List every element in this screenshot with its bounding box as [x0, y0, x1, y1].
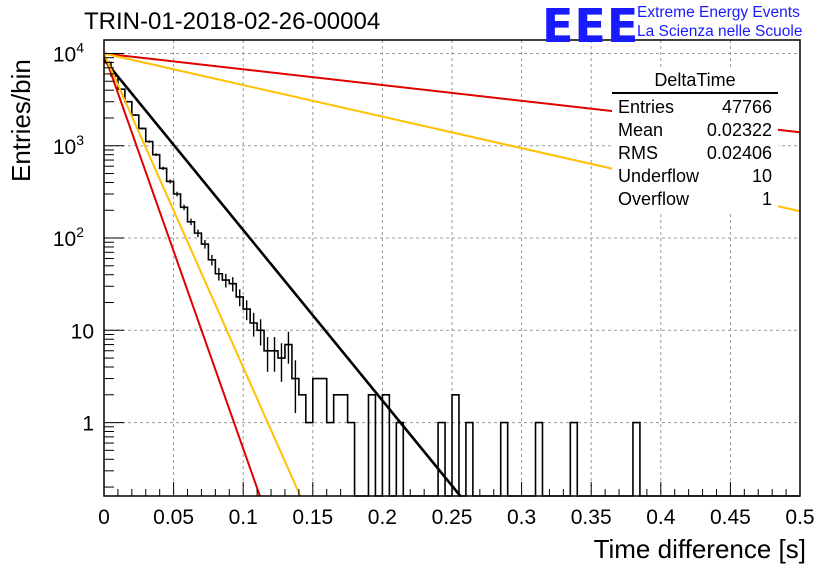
stats-value: 47766	[721, 97, 772, 117]
stats-value: 10	[751, 166, 772, 186]
stats-row: RMS 0.02406	[612, 142, 778, 165]
logo-line-1: Extreme Energy Events	[637, 4, 800, 21]
stats-label: RMS	[618, 143, 658, 163]
stats-row: Mean 0.02322	[612, 119, 778, 142]
chart-title: TRIN-01-2018-02-26-00004	[84, 8, 381, 35]
x-axis-label: Time difference [s]	[593, 534, 806, 564]
stats-box: DeltaTime Entries 47766 Mean 0.02322 RMS 0.…	[612, 70, 778, 211]
stats-box-title: DeltaTime	[612, 70, 778, 94]
series-line	[103, 53, 261, 497]
stats-value: 1	[761, 189, 772, 209]
x-tick-label: 0.2	[368, 506, 397, 529]
series-line	[103, 53, 302, 497]
axis-ticks: 0 0.05 0.1 0.15 0.2 0.25 0.3 0.35 0.4 0.45 0.5 104 1…	[53, 39, 815, 529]
stats-label: Mean	[618, 120, 664, 140]
y-tick-label: 1	[82, 413, 94, 436]
x-tick-label: 0.4	[646, 506, 676, 529]
x-tick-label: 0.3	[507, 506, 536, 529]
histogram	[104, 61, 800, 497]
y-tick-label: 10	[71, 320, 94, 343]
x-tick-label: 0.25	[432, 506, 473, 529]
x-tick-label: 0.5	[785, 506, 814, 529]
histogram-outline	[104, 61, 800, 497]
x-tick-label: 0.05	[153, 506, 194, 529]
stats-label: Entries	[618, 97, 675, 117]
x-tick-label: 0.35	[571, 506, 612, 529]
eee-logo: EEE	[542, 0, 640, 53]
stats-row: Entries 47766	[612, 96, 778, 119]
stats-label: Underflow	[618, 166, 700, 186]
stats-value: 0.02406	[706, 143, 772, 163]
x-tick-label: 0.1	[229, 506, 258, 529]
stats-row: Overflow 1	[612, 188, 778, 211]
y-axis-label: Entries/bin	[6, 59, 36, 182]
series-line	[102, 58, 462, 497]
y-tick-label: 104	[53, 39, 84, 66]
stats-label: Overflow	[618, 189, 690, 209]
y-tick-label: 103	[53, 132, 84, 159]
stats-value: 0.02322	[706, 120, 772, 140]
grid-lines	[104, 40, 800, 496]
x-tick-label: 0.45	[710, 506, 751, 529]
logo-line-2: La Scienza nelle Scuole	[637, 23, 803, 40]
stats-row: Underflow 10	[612, 165, 778, 188]
x-tick-label: 0	[98, 506, 110, 529]
x-tick-label: 0.15	[292, 506, 333, 529]
y-tick-label: 102	[53, 224, 84, 251]
